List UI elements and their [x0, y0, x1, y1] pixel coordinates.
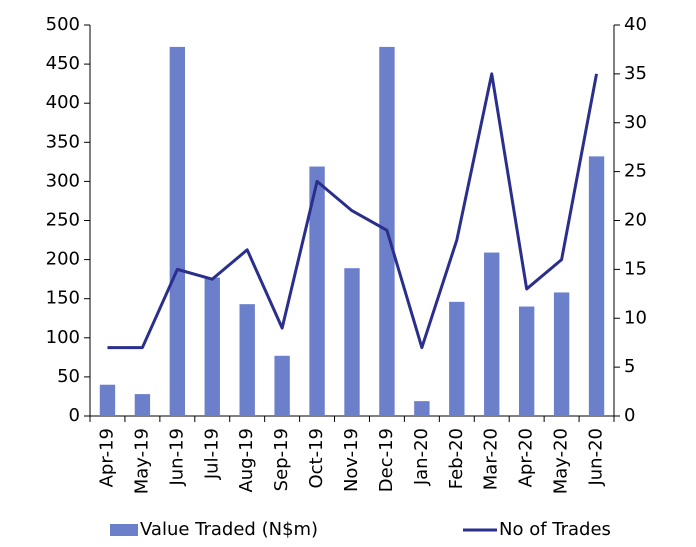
y-tick-label: 500 [46, 14, 80, 35]
y-tick-label: 150 [46, 288, 80, 309]
x-tick-label: Dec-19 [376, 428, 397, 492]
y2-tick-label: 20 [624, 210, 647, 231]
x-tick-label: Jun-20 [586, 428, 607, 487]
legend-label: Value Traded (N$m) [140, 519, 318, 540]
x-tick-label: Feb-20 [446, 428, 467, 489]
bar [169, 46, 186, 417]
legend-swatch [110, 524, 138, 536]
y-tick-label: 400 [46, 92, 80, 113]
y2-tick-label: 25 [624, 161, 647, 182]
y2-tick-label: 40 [624, 14, 647, 35]
bar [588, 156, 605, 416]
y2-tick-label: 30 [624, 112, 647, 133]
y-tick-label: 200 [46, 249, 80, 270]
y2-tick-label: 15 [624, 258, 647, 279]
y-tick-label: 50 [57, 366, 80, 387]
bar [553, 292, 570, 416]
y-tick-label: 250 [46, 210, 80, 231]
bar [134, 394, 151, 416]
y2-tick-label: 5 [624, 356, 635, 377]
x-tick-label: May-20 [551, 428, 572, 494]
legend-label: No of Trades [499, 519, 611, 540]
y-tick-label: 450 [46, 53, 80, 74]
x-tick-label: Apr-20 [516, 428, 537, 487]
y-tick-label: 0 [69, 405, 80, 426]
y2-tick-label: 35 [624, 63, 647, 84]
y2-tick-label: 10 [624, 307, 647, 328]
x-tick-label: May-19 [131, 428, 152, 494]
x-tick-label: Jun-19 [166, 428, 187, 487]
bar [274, 355, 290, 416]
bar [414, 401, 430, 416]
bar [449, 301, 465, 416]
y-tick-label: 350 [46, 131, 80, 152]
y-tick-label: 300 [46, 170, 80, 191]
bar [484, 252, 500, 416]
x-tick-label: Jul-19 [201, 428, 222, 480]
x-tick-label: Oct-19 [306, 428, 327, 489]
x-tick-label: Nov-19 [341, 428, 362, 492]
bar [344, 268, 360, 416]
bar [239, 304, 255, 416]
x-tick-label: Sep-19 [271, 428, 292, 491]
y2-tick-label: 0 [624, 405, 635, 426]
bar [518, 306, 535, 416]
line [107, 72, 599, 350]
bar [204, 277, 220, 416]
bar [309, 166, 325, 416]
y-tick-label: 100 [46, 327, 80, 348]
x-tick-label: Jan-20 [411, 428, 432, 486]
bar [99, 384, 116, 416]
x-tick-label: Aug-19 [236, 428, 257, 493]
x-tick-label: Apr-19 [96, 428, 117, 487]
x-tick-label: Mar-20 [481, 428, 502, 490]
